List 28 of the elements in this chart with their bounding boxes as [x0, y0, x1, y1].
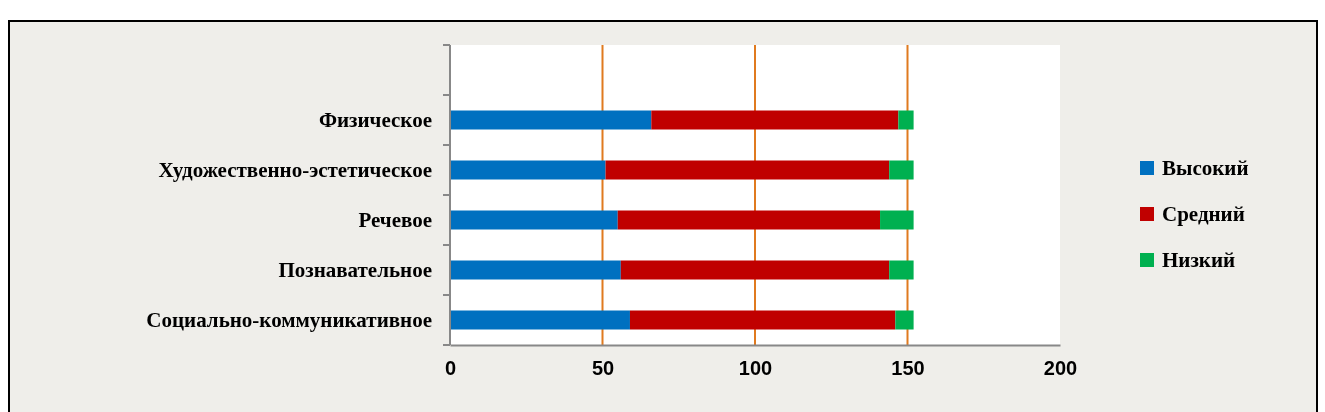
- y-tick-label: Художественно-эстетическое: [158, 158, 432, 183]
- legend-label: Средний: [1162, 202, 1245, 227]
- bar: [898, 110, 914, 130]
- y-tick-label: Познавательное: [278, 258, 432, 283]
- bar: [450, 310, 630, 330]
- bar: [620, 260, 890, 280]
- bar: [450, 110, 652, 130]
- bar: [450, 260, 621, 280]
- bar: [651, 110, 899, 130]
- x-tick-label: 150: [891, 357, 925, 380]
- bar: [450, 210, 618, 230]
- bar: [880, 210, 914, 230]
- bar: [605, 160, 890, 180]
- legend-label: Низкий: [1162, 248, 1236, 273]
- bar: [617, 210, 881, 230]
- x-tick-label: 50: [591, 357, 615, 380]
- bar: [889, 260, 914, 280]
- y-tick-label: Физическое: [318, 108, 432, 133]
- x-tick-label: 0: [444, 357, 457, 380]
- y-tick-label: Речевое: [358, 208, 432, 233]
- x-tick-label: 200: [1043, 357, 1078, 380]
- bar: [889, 160, 914, 180]
- bar: [895, 310, 914, 330]
- bar: [629, 310, 896, 330]
- x-tick-label: 100: [738, 357, 773, 380]
- legend-label: Высокий: [1162, 156, 1249, 181]
- bar: [450, 160, 606, 180]
- y-tick-label: Социально-коммуникативное: [146, 308, 432, 333]
